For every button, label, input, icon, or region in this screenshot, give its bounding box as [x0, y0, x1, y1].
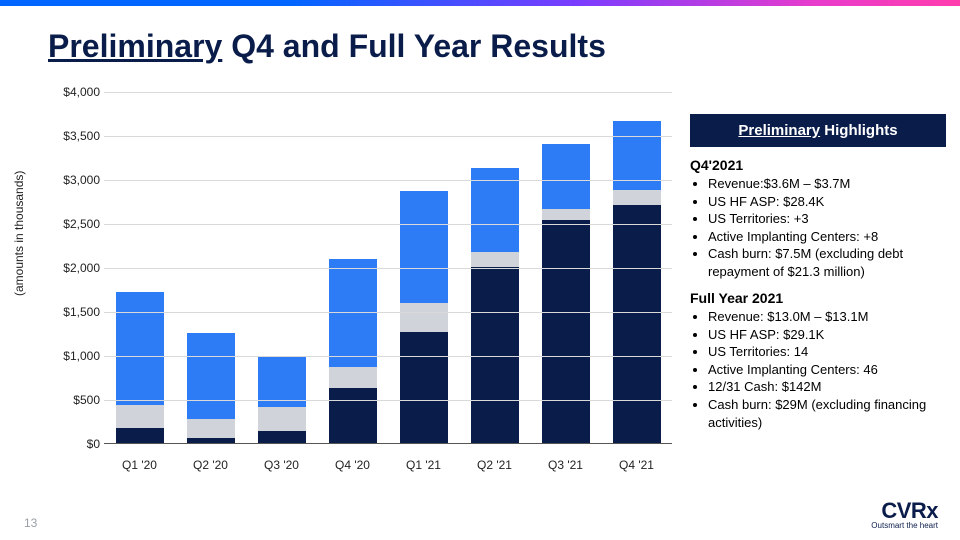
bar-segment: [329, 259, 377, 367]
x-tick-label: Q4 '20: [329, 458, 377, 472]
bar-segment: [400, 332, 448, 443]
bullet-item: Active Implanting Centers: 46: [708, 361, 946, 379]
bullet-item: US Territories: 14: [708, 343, 946, 361]
bar: [400, 191, 448, 443]
gridline: [104, 92, 672, 93]
bullet-item: US HF ASP: $28.4K: [708, 193, 946, 211]
slide: Preliminary Q4 and Full Year Results (am…: [0, 6, 960, 540]
bar-segment: [258, 431, 306, 443]
bar-segment: [542, 209, 590, 220]
bar-segment: [187, 333, 235, 419]
panel-header: Preliminary Highlights: [690, 114, 946, 147]
x-tick-label: Q4 '21: [613, 458, 661, 472]
title-rest: Q4 and Full Year Results: [222, 28, 606, 64]
bar: [613, 121, 661, 443]
x-labels: Q1 '20 Q2 '20 Q3 '20 Q4 '20 Q1 '21 Q2 '21 Q3 '…: [104, 458, 672, 472]
bar-segment: [400, 303, 448, 332]
bullet-item: US Territories: +3: [708, 210, 946, 228]
section-title: Full Year 2021: [690, 290, 946, 306]
bar-segment: [329, 388, 377, 443]
y-tick-label: $3,000: [44, 173, 100, 187]
x-tick-label: Q2 '20: [187, 458, 235, 472]
revenue-chart: $0$500$1,000$1,500$2,000$2,500$3,000$3,5…: [92, 92, 672, 472]
bar-segment: [116, 292, 164, 406]
gridline: [104, 356, 672, 357]
bullet-list: Revenue:$3.6M – $3.7MUS HF ASP: $28.4KUS…: [690, 175, 946, 280]
bar-segment: [329, 367, 377, 388]
gridline: [104, 268, 672, 269]
bar-segment: [542, 144, 590, 209]
bar-segment: [116, 428, 164, 443]
logo-tagline: Outsmart the heart: [871, 521, 938, 530]
y-tick-label: $1,000: [44, 349, 100, 363]
y-tick-label: $4,000: [44, 85, 100, 99]
x-tick-label: Q3 '20: [258, 458, 306, 472]
panel-header-rest: Highlights: [820, 122, 898, 139]
y-tick-label: $3,500: [44, 129, 100, 143]
bar-segment: [400, 191, 448, 303]
y-tick-label: $1,500: [44, 305, 100, 319]
bar-segment: [613, 190, 661, 205]
bullet-item: Revenue:$3.6M – $3.7M: [708, 175, 946, 193]
x-tick-label: Q1 '21: [400, 458, 448, 472]
bullet-list: Revenue: $13.0M – $13.1MUS HF ASP: $29.1…: [690, 308, 946, 431]
y-tick-label: $500: [44, 393, 100, 407]
x-tick-label: Q3 '21: [542, 458, 590, 472]
bullet-item: Revenue: $13.0M – $13.1M: [708, 308, 946, 326]
bar-segment: [187, 419, 235, 437]
bullet-item: Cash burn: $7.5M (excluding debt repayme…: [708, 245, 946, 280]
bar-segment: [187, 438, 235, 443]
bar-segment: [116, 405, 164, 428]
highlights-panel: Preliminary Highlights Q4'2021 Revenue:$3…: [690, 114, 946, 431]
gridline: [104, 224, 672, 225]
bullet-item: Cash burn: $29M (excluding financing act…: [708, 396, 946, 431]
logo: CVRx Outsmart the heart: [871, 498, 938, 530]
bar: [116, 292, 164, 443]
y-axis-label: (amounts in thousands): [12, 171, 26, 296]
bullet-item: US HF ASP: $29.1K: [708, 326, 946, 344]
bullet-item: 12/31 Cash: $142M: [708, 378, 946, 396]
bar-segment: [471, 252, 519, 267]
bar: [542, 144, 590, 443]
page-number: 13: [24, 516, 37, 530]
bar: [187, 333, 235, 443]
y-tick-label: $2,000: [44, 261, 100, 275]
section-title: Q4'2021: [690, 157, 946, 173]
bar-segment: [542, 220, 590, 443]
page-title: Preliminary Q4 and Full Year Results: [48, 28, 606, 65]
panel-header-underlined: Preliminary: [738, 122, 820, 139]
highlights-section: Q4'2021 Revenue:$3.6M – $3.7MUS HF ASP: $…: [690, 157, 946, 280]
panel-sections: Q4'2021Revenue:$3.6M – $3.7MUS HF ASP: $…: [690, 157, 946, 431]
x-tick-label: Q2 '21: [471, 458, 519, 472]
gridline: [104, 180, 672, 181]
y-tick-label: $0: [44, 437, 100, 451]
gridline: [104, 400, 672, 401]
bar-segment: [471, 267, 519, 443]
y-tick-label: $2,500: [44, 217, 100, 231]
bar-segment: [613, 205, 661, 443]
bar-segment: [258, 407, 306, 431]
chart-plot-area: $0$500$1,000$1,500$2,000$2,500$3,000$3,5…: [104, 92, 672, 444]
title-underlined: Preliminary: [48, 28, 222, 64]
gridline: [104, 312, 672, 313]
bullet-item: Active Implanting Centers: +8: [708, 228, 946, 246]
bar: [471, 168, 519, 443]
x-tick-label: Q1 '20: [116, 458, 164, 472]
bar: [329, 259, 377, 443]
highlights-section: Full Year 2021Revenue: $13.0M – $13.1MUS…: [690, 290, 946, 431]
gridline: [104, 136, 672, 137]
